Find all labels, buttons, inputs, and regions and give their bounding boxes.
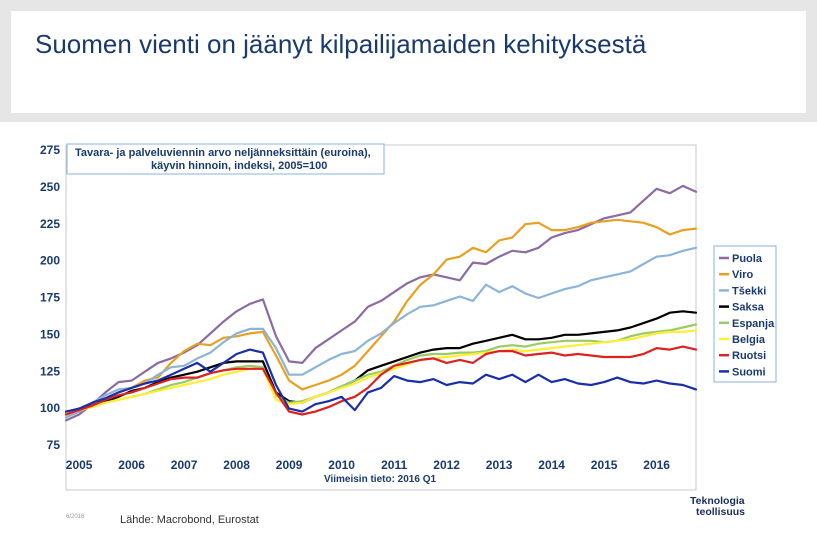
x-tick-label: 2015 [591, 458, 618, 472]
x-tick-label: 2009 [276, 458, 303, 472]
source-note: Lähde: Macrobond, Eurostat [120, 514, 259, 526]
y-tick-label: 200 [40, 254, 60, 268]
series-line-suomi [64, 348, 698, 413]
y-tick-label: 75 [47, 438, 61, 452]
footer-date: 6/2016 [66, 514, 85, 520]
x-tick-label: 2010 [328, 458, 355, 472]
x-tick-label: 2013 [486, 458, 513, 472]
series-line-tšekki [64, 246, 698, 419]
y-tick-label: 150 [40, 327, 60, 341]
legend-label: Ruotsi [732, 350, 766, 362]
content-area: 75 100 125 150 175 200 225 250 275 2005 2006 2007 2… [0, 122, 817, 544]
legend-label: Suomi [732, 366, 766, 378]
y-tick-label: 225 [40, 217, 60, 231]
legend: Puola Viro Tšekki Saksa Espanja Belgia Ruotsi S… [713, 245, 777, 383]
plot-frame [65, 144, 697, 491]
legend-label: Tšekki [732, 285, 766, 297]
x-tick-label: 2012 [433, 458, 460, 472]
x-tick-label: 2005 [66, 458, 93, 472]
legend-label: Espanja [732, 318, 775, 330]
legend-label: Saksa [732, 302, 765, 314]
series-lines [64, 184, 698, 422]
y-tick-label: 275 [40, 143, 60, 157]
x-axis-note: Viimeisin tieto: 2016 Q1 [324, 474, 437, 485]
title-box: Suomen vienti on jäänyt kilpailijamaiden… [11, 11, 806, 113]
y-tick-label: 125 [40, 364, 60, 378]
x-tick-label: 2007 [171, 458, 198, 472]
company-logo: Teknologia teollisuus [690, 496, 790, 518]
logo-line-1: Teknologia [690, 495, 745, 507]
x-axis-ticks: 2005 2006 2007 2008 2009 2010 2011 2012 2013 2014… [66, 458, 671, 472]
logo-line-2: teollisuus [696, 506, 746, 518]
legend-label: Puola [732, 253, 763, 265]
series-line-espanja [64, 323, 698, 415]
slide-title: Suomen vienti on jäänyt kilpailijamaiden… [35, 29, 647, 59]
chart-title: Tavara- ja palveluviennin arvo neljännek… [75, 147, 371, 159]
x-tick-label: 2014 [538, 458, 565, 472]
x-tick-label: 2016 [643, 458, 670, 472]
legend-label: Belgia [732, 334, 766, 346]
chart-subtitle: käyvin hinnoin, indeksi, 2005=100 [151, 160, 327, 172]
series-line-puola [64, 184, 698, 422]
x-tick-label: 2006 [118, 458, 145, 472]
series-line-viro [64, 218, 698, 419]
series-line-ruotsi [64, 345, 698, 416]
x-tick-label: 2011 [381, 458, 407, 472]
legend-box [713, 245, 777, 383]
legend-label: Viro [732, 269, 753, 281]
series-line-saksa [64, 310, 698, 415]
y-tick-label: 175 [40, 291, 60, 305]
chart-title-box: Tavara- ja palveluviennin arvo neljännek… [66, 143, 385, 175]
x-tick-label: 2008 [223, 458, 250, 472]
series-line-belgia [64, 329, 698, 416]
y-tick-label: 250 [40, 180, 60, 194]
y-tick-label: 100 [40, 401, 60, 415]
y-axis-ticks: 75 100 125 150 175 200 225 250 275 [40, 143, 60, 452]
